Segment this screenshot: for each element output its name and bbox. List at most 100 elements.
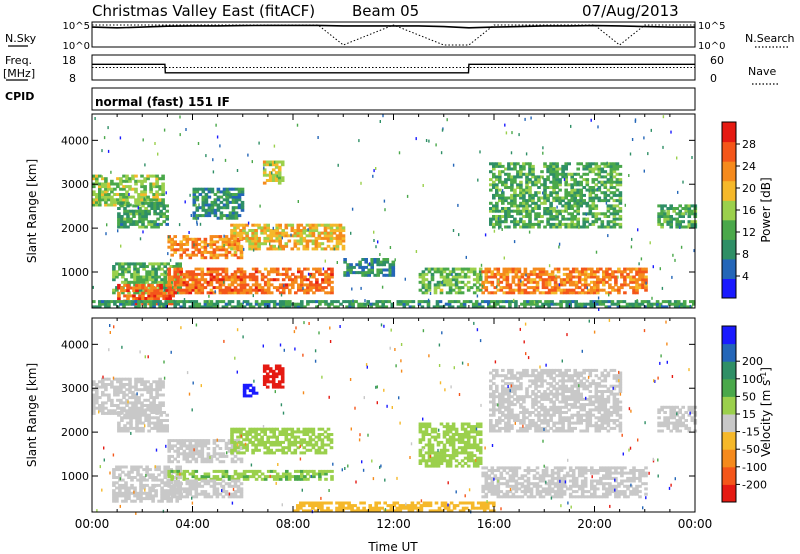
heatmap-cell <box>101 406 105 410</box>
heatmap-cell <box>254 435 258 439</box>
heatmap-speckle <box>650 128 652 132</box>
heatmap-cell <box>219 195 224 199</box>
heatmap-cell <box>555 193 559 197</box>
heatmap-cell <box>364 258 368 261</box>
heatmap-cell <box>519 183 523 187</box>
heatmap-cell <box>230 300 235 304</box>
power-colorbar-label: Power [dB] <box>759 177 773 242</box>
heatmap-cell <box>561 175 565 179</box>
colorbar-tick-label: 8 <box>742 248 749 261</box>
heatmap-cell <box>357 305 361 309</box>
heatmap-cell <box>135 408 139 412</box>
heatmap-cell <box>254 234 258 238</box>
heatmap-cell <box>315 283 319 287</box>
heatmap-cell <box>140 300 144 304</box>
heatmap-cell <box>221 305 226 309</box>
heatmap-cell <box>327 278 331 282</box>
heatmap-cell <box>206 250 211 254</box>
heatmap-cell <box>125 177 129 181</box>
heatmap-cell <box>198 214 203 218</box>
heatmap-cell <box>161 182 165 186</box>
heatmap-cell <box>206 454 211 458</box>
heatmap-cell <box>129 222 133 226</box>
heatmap-cell <box>609 212 614 216</box>
heatmap-cell <box>227 275 232 279</box>
heatmap-cell <box>230 283 235 287</box>
heatmap-cell <box>218 248 223 252</box>
heatmap-cell <box>290 443 295 447</box>
heatmap-cell <box>231 187 236 191</box>
heatmap-cell <box>315 278 319 282</box>
heatmap-cell <box>122 396 126 400</box>
heatmap-cell <box>269 443 273 447</box>
heatmap-cell <box>565 267 570 271</box>
heatmap-cell <box>239 490 244 494</box>
heatmap-cell <box>262 367 267 371</box>
heatmap-cell <box>433 464 438 468</box>
heatmap-cell <box>125 401 129 405</box>
heatmap-cell <box>101 377 105 381</box>
heatmap-cell <box>245 477 250 481</box>
heatmap-cell <box>616 305 621 309</box>
heatmap-cell <box>239 440 243 444</box>
heatmap-cell <box>262 364 267 368</box>
heatmap-cell <box>615 180 620 184</box>
heatmap-cell <box>445 462 450 465</box>
heatmap-cell <box>176 300 180 304</box>
heatmap-cell <box>318 300 322 304</box>
heatmap-cell <box>123 413 127 417</box>
heatmap-cell <box>112 470 116 474</box>
heatmap-cell <box>121 270 125 274</box>
heatmap-cell <box>448 440 453 444</box>
heatmap-cell <box>192 190 197 194</box>
heatmap-cell <box>136 275 140 279</box>
velocity-heatmap <box>92 318 698 515</box>
heatmap-cell <box>170 454 174 458</box>
heatmap-cell <box>200 484 205 488</box>
heatmap-cell <box>201 195 206 199</box>
heatmap-cell <box>245 236 249 240</box>
heatmap-cell <box>179 243 183 246</box>
heatmap-speckle <box>92 285 94 289</box>
heatmap-cell <box>163 470 167 474</box>
heatmap-cell <box>144 408 148 412</box>
heatmap-cell <box>209 253 214 257</box>
heatmap-cell <box>159 209 163 213</box>
heatmap-cell <box>182 235 187 239</box>
heatmap-cell <box>124 483 128 487</box>
heatmap-cell <box>248 383 253 387</box>
heatmap-cell <box>107 187 111 191</box>
heatmap-speckle <box>119 136 122 140</box>
heatmap-cell <box>179 447 183 450</box>
heatmap-cell <box>666 217 670 221</box>
heatmap-cell <box>116 388 120 392</box>
heatmap-cell <box>311 430 316 434</box>
heatmap-cell <box>341 236 346 240</box>
heatmap-cell <box>442 454 447 458</box>
heatmap-cell <box>600 180 605 184</box>
heatmap-cell <box>215 457 220 461</box>
heatmap-cell <box>194 482 199 486</box>
heatmap-cell <box>658 302 663 306</box>
heatmap-cell <box>153 416 157 420</box>
heatmap-cell <box>201 200 206 204</box>
heatmap-cell <box>269 236 273 240</box>
heatmap-cell <box>660 207 664 210</box>
heatmap-cell <box>570 191 574 195</box>
heatmap-cell <box>151 267 155 271</box>
heatmap-cell <box>635 291 639 295</box>
heatmap-cell <box>606 178 611 182</box>
heatmap-cell <box>507 172 511 176</box>
heatmap-cell <box>339 302 343 306</box>
heatmap-cell <box>159 419 163 422</box>
heatmap-cell <box>278 448 282 452</box>
heatmap-cell <box>623 283 627 287</box>
heatmap-cell <box>573 188 577 192</box>
heatmap-cell <box>349 263 353 267</box>
heatmap-cell <box>239 305 244 309</box>
heatmap-cell <box>600 167 605 171</box>
heatmap-cell <box>540 215 544 218</box>
heatmap-cell <box>451 275 456 279</box>
heatmap-cell <box>148 497 152 501</box>
heatmap-cell <box>158 406 162 410</box>
